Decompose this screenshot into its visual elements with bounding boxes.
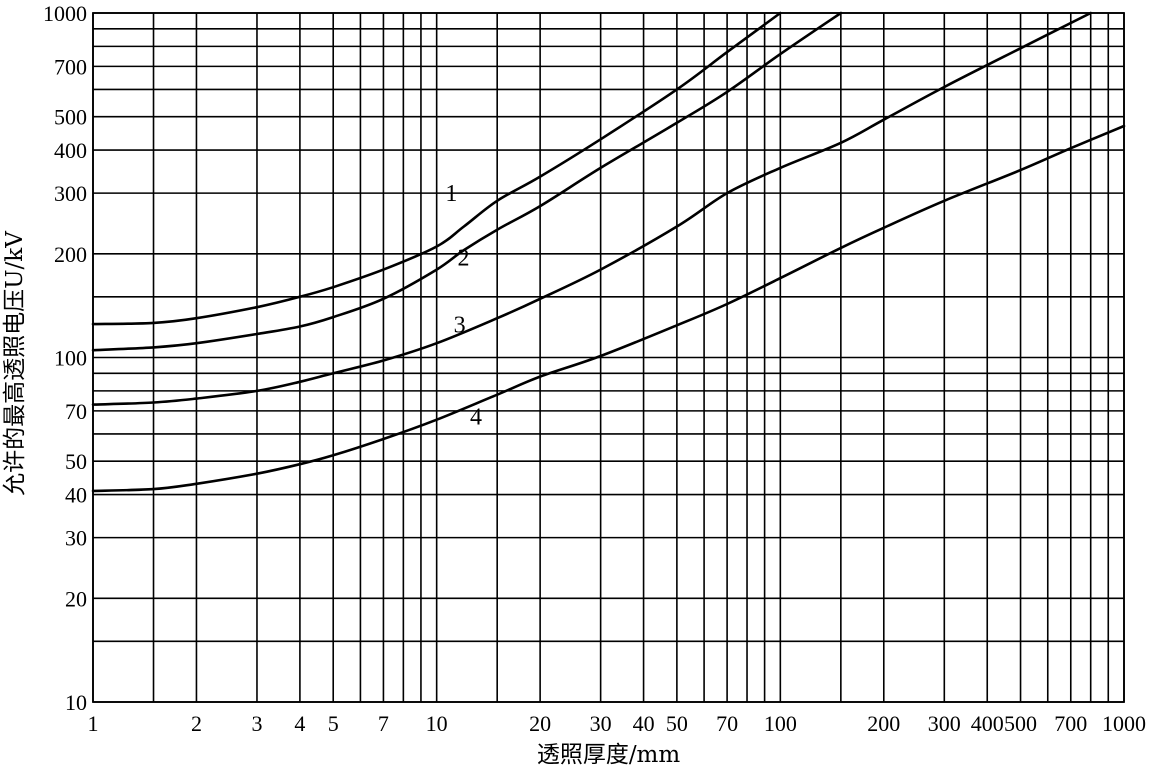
x-tick-label: 200: [867, 711, 900, 736]
series-lines: [91, 11, 1126, 493]
x-tick-label: 70: [716, 711, 738, 736]
y-tick-label: 10: [65, 690, 87, 715]
x-tick-label: 400: [971, 711, 1004, 736]
x-tick-label: 20: [529, 711, 551, 736]
y-tick-label: 50: [65, 449, 87, 474]
y-tick-label: 30: [65, 526, 87, 551]
x-axis-label: 透照厚度/mm: [537, 742, 681, 768]
y-tick-label: 1000: [43, 1, 87, 26]
x-tick-label: 40: [633, 711, 655, 736]
y-tick-label: 500: [54, 105, 87, 130]
x-tick-label: 10: [426, 711, 448, 736]
y-tick-label: 70: [65, 399, 87, 424]
series-label-1: 1: [445, 181, 457, 207]
x-tick-label: 3: [251, 711, 262, 736]
series-line-4: [91, 124, 1126, 493]
x-tick-label: 4: [294, 711, 305, 736]
x-tick-label: 1000: [1102, 711, 1146, 736]
x-tick-label: 1: [88, 711, 99, 736]
x-tick-label: 7: [378, 711, 389, 736]
x-tick-label: 300: [928, 711, 961, 736]
y-tick-label: 200: [54, 242, 87, 267]
y-tick-label: 40: [65, 483, 87, 508]
series-label-2: 2: [458, 245, 470, 271]
x-tick-label: 30: [590, 711, 612, 736]
y-tick-label: 400: [54, 138, 87, 163]
x-tick-label: 50: [666, 711, 688, 736]
plot-frame: [92, 12, 1125, 703]
x-tick-label: 700: [1054, 711, 1087, 736]
x-tick-labels: 1 2 3 4 5 7 10 20 30 40 50 70 100 200 300 400 500 700 1000: [88, 711, 1147, 736]
series-line-1: [91, 11, 782, 326]
x-tick-label: 100: [764, 711, 797, 736]
y-tick-label: 100: [54, 346, 87, 371]
series-label-4: 4: [470, 404, 482, 430]
series-label-3: 3: [454, 313, 466, 339]
y-axis-label: 允许的最高透照电压U/kV: [2, 231, 28, 496]
x-tick-label: 2: [191, 711, 202, 736]
y-tick-label: 300: [54, 181, 87, 206]
x-tick-label: 500: [1004, 711, 1037, 736]
grid-lines: [92, 12, 1125, 703]
x-tick-label: 5: [328, 711, 339, 736]
series-labels: 1 2 3 4: [445, 181, 482, 430]
y-tick-label: 700: [54, 54, 87, 79]
series-line-2: [91, 11, 843, 352]
y-tick-label: 20: [65, 586, 87, 611]
y-tick-labels: 10 20 30 40 50 70 100 200 300 400 500 700 1000: [43, 1, 87, 715]
series-line-3: [91, 11, 1092, 406]
